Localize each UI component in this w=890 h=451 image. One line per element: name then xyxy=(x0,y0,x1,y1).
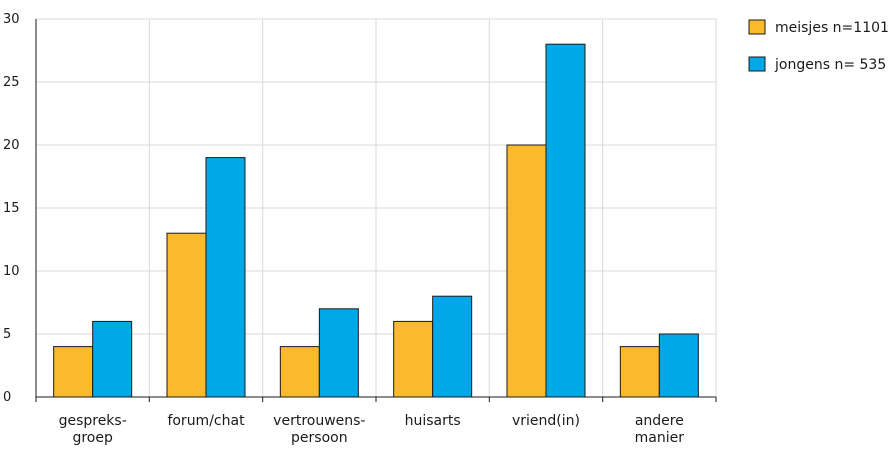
legend-label: jongens n= 535 xyxy=(774,57,886,73)
bar-meisjes xyxy=(393,320,434,398)
x-category-label: vertrouwens- xyxy=(273,413,365,429)
bar-jongens xyxy=(92,320,133,398)
x-category-label: huisarts xyxy=(405,413,461,429)
x-category-label: manier xyxy=(635,430,685,446)
bar-jongens xyxy=(318,308,359,398)
x-category-label: forum/chat xyxy=(167,413,245,429)
legend-label: meisjes n=1101 xyxy=(775,20,889,36)
y-tick-label: 30 xyxy=(3,12,20,27)
y-tick-label: 20 xyxy=(3,138,20,153)
y-tick-labels: 0 5 10 15 20 25 30 xyxy=(3,12,20,405)
bar-meisjes xyxy=(166,232,207,398)
y-tick-label: 15 xyxy=(3,201,20,216)
x-category-label: gespreks- xyxy=(59,413,127,429)
y-tick-label: 0 xyxy=(3,390,11,405)
legend: meisjes n=1101 jongens n= 535 xyxy=(748,19,889,73)
bar-jongens xyxy=(658,333,699,398)
bar-jongens xyxy=(432,295,473,398)
x-category-label: groep xyxy=(72,430,113,446)
bars xyxy=(53,43,699,398)
y-tick-label: 25 xyxy=(3,75,20,90)
x-category-labels: gespreks-groep forum/chat vertrouwens-pers… xyxy=(59,413,685,446)
axes xyxy=(35,19,717,402)
y-tick-label: 10 xyxy=(3,264,20,279)
y-tick-label: 5 xyxy=(3,327,11,342)
gridlines xyxy=(36,18,717,397)
x-category-label: andere xyxy=(635,413,684,429)
bar-meisjes xyxy=(53,346,94,398)
bar-jongens xyxy=(545,43,586,398)
legend-swatch xyxy=(748,19,766,35)
legend-swatch xyxy=(748,56,766,72)
bar-meisjes xyxy=(506,144,547,398)
bar-meisjes xyxy=(619,346,660,398)
x-category-label: persoon xyxy=(291,430,348,446)
x-category-label: vriend(in) xyxy=(512,413,580,429)
bar-jongens xyxy=(205,157,246,398)
bar-meisjes xyxy=(279,346,320,398)
